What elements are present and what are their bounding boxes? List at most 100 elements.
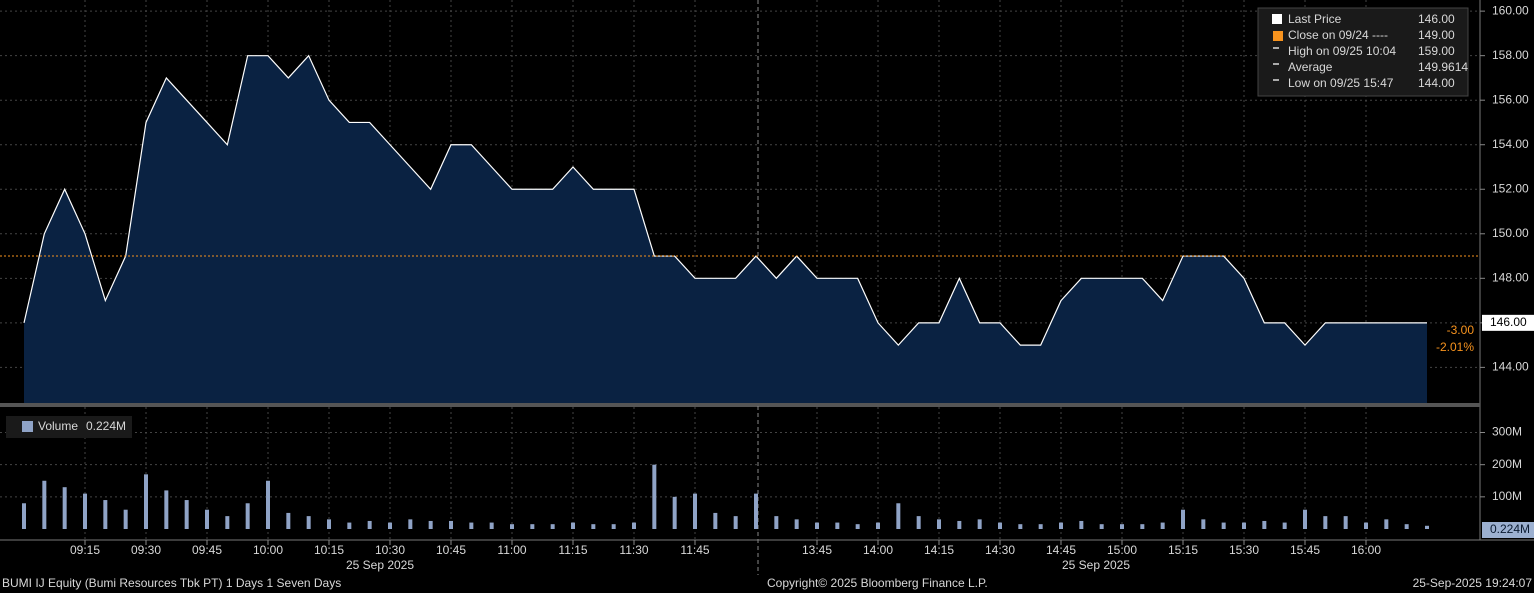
date-label: 25 Sep 2025 xyxy=(346,558,414,572)
volume-bar xyxy=(815,522,819,529)
volume-bar xyxy=(306,516,311,529)
volume-bar xyxy=(632,522,636,529)
x-tick-label: 09:30 xyxy=(131,543,161,557)
volume-bar xyxy=(388,522,392,529)
volume-bar xyxy=(1262,520,1267,529)
date-label: 25 Sep 2025 xyxy=(1062,558,1130,572)
x-tick-label: 10:00 xyxy=(253,543,283,557)
volume-bar xyxy=(1323,516,1328,529)
volume-marker xyxy=(1482,522,1534,538)
volume-bar xyxy=(794,519,799,529)
x-tick-label: 10:45 xyxy=(436,543,466,557)
x-tick-label: 10:30 xyxy=(375,543,405,557)
x-tick-label: 15:15 xyxy=(1168,543,1198,557)
last-price-label: 146.00 xyxy=(1490,315,1527,329)
area xyxy=(24,55,1427,403)
last-price-marker xyxy=(1482,314,1534,331)
volume-bar xyxy=(225,516,230,529)
volume-bar xyxy=(937,519,941,529)
y-tick-label: 200M xyxy=(1492,457,1522,471)
x-tick-label: 11:30 xyxy=(619,543,648,557)
volume-bar xyxy=(1201,519,1206,529)
y-tick-label: 154.00 xyxy=(1492,137,1529,151)
volume-bar xyxy=(957,520,962,529)
volume-bar xyxy=(1242,522,1246,529)
volume-bar xyxy=(693,493,697,529)
volume-bar xyxy=(408,519,413,529)
volume-bar xyxy=(977,519,982,529)
change-label: -2.01% xyxy=(1436,340,1474,354)
legend-swatch xyxy=(1273,63,1279,65)
legend-swatch xyxy=(1273,79,1279,81)
volume-bar xyxy=(774,516,779,529)
volume-bar xyxy=(652,464,657,529)
legend-value: 146.00 xyxy=(1418,12,1455,26)
volume-bar xyxy=(510,524,514,529)
volume-bar xyxy=(1364,522,1368,529)
legend-swatch xyxy=(1272,14,1282,24)
volume-bar xyxy=(713,512,718,529)
volume-bar xyxy=(428,520,433,529)
volume-bar xyxy=(1160,522,1165,529)
volume-bar xyxy=(42,480,47,529)
footer-center: Copyright© 2025 Bloomberg Finance L.P. xyxy=(767,576,988,590)
volume-marker-label: 0.224M xyxy=(1490,522,1530,536)
volume-bar xyxy=(184,500,189,529)
legend-label: Volume xyxy=(38,419,78,433)
volume-bar xyxy=(123,509,128,529)
legend-label: Low on 09/25 15:47 xyxy=(1288,76,1394,90)
volume-bar xyxy=(591,524,596,529)
x-tick-label: 14:30 xyxy=(985,543,1015,557)
legend-label: Average xyxy=(1288,60,1333,74)
volume-bar xyxy=(367,520,372,529)
volume-bar xyxy=(62,487,67,529)
x-tick-label: 09:15 xyxy=(70,543,100,557)
y-tick-label: 158.00 xyxy=(1492,48,1529,62)
volume-bar xyxy=(144,474,148,529)
volume-bar xyxy=(1099,524,1104,529)
x-tick-label: 16:00 xyxy=(1351,543,1381,557)
volume-bar xyxy=(1425,525,1429,529)
volume-bar xyxy=(998,522,1002,529)
volume-bar xyxy=(855,524,860,529)
volume-bar xyxy=(347,522,352,529)
volume-bar xyxy=(327,519,331,529)
change-label: -3.00 xyxy=(1447,323,1475,337)
legend-label: High on 09/25 10:04 xyxy=(1288,44,1396,58)
x-tick-label: 09:45 xyxy=(192,543,222,557)
legend-value: 159.00 xyxy=(1418,44,1455,58)
volume-bar xyxy=(22,503,26,529)
volume-bar xyxy=(1181,509,1185,529)
legend-value: 0.224M xyxy=(86,419,126,433)
footer-left: BUMI IJ Equity (Bumi Resources Tbk PT) 1… xyxy=(2,576,341,590)
volume-bar xyxy=(245,503,250,529)
volume-bar xyxy=(286,512,291,529)
x-tick-label: 14:45 xyxy=(1046,543,1076,557)
y-tick-label: 150.00 xyxy=(1492,226,1529,240)
y-tick-label: 156.00 xyxy=(1492,92,1529,106)
volume-bar xyxy=(876,522,880,529)
volume-bar xyxy=(1343,516,1348,529)
volume-bar xyxy=(103,500,108,529)
legend-swatch xyxy=(1273,47,1279,49)
x-tick-label: 11:45 xyxy=(680,543,709,557)
volume-bar xyxy=(489,522,494,529)
volume-bar xyxy=(1018,524,1023,529)
volume-bar xyxy=(896,503,901,529)
legend-label: Close on 09/24 ---- xyxy=(1288,28,1388,42)
volume-bar xyxy=(1303,509,1307,529)
x-tick-label: 15:30 xyxy=(1229,543,1259,557)
volume-bar xyxy=(571,522,575,529)
volume-bar xyxy=(1221,522,1226,529)
x-tick-label: 13:45 xyxy=(802,543,832,557)
volume-bar xyxy=(754,493,758,529)
volume-bar xyxy=(1282,522,1287,529)
legend-label: Last Price xyxy=(1288,12,1342,26)
volume-bar xyxy=(1120,524,1124,529)
volume-bar xyxy=(611,524,616,529)
legend-value: 149.00 xyxy=(1418,28,1455,42)
volume-bar xyxy=(83,493,87,529)
x-tick-label: 15:45 xyxy=(1290,543,1320,557)
